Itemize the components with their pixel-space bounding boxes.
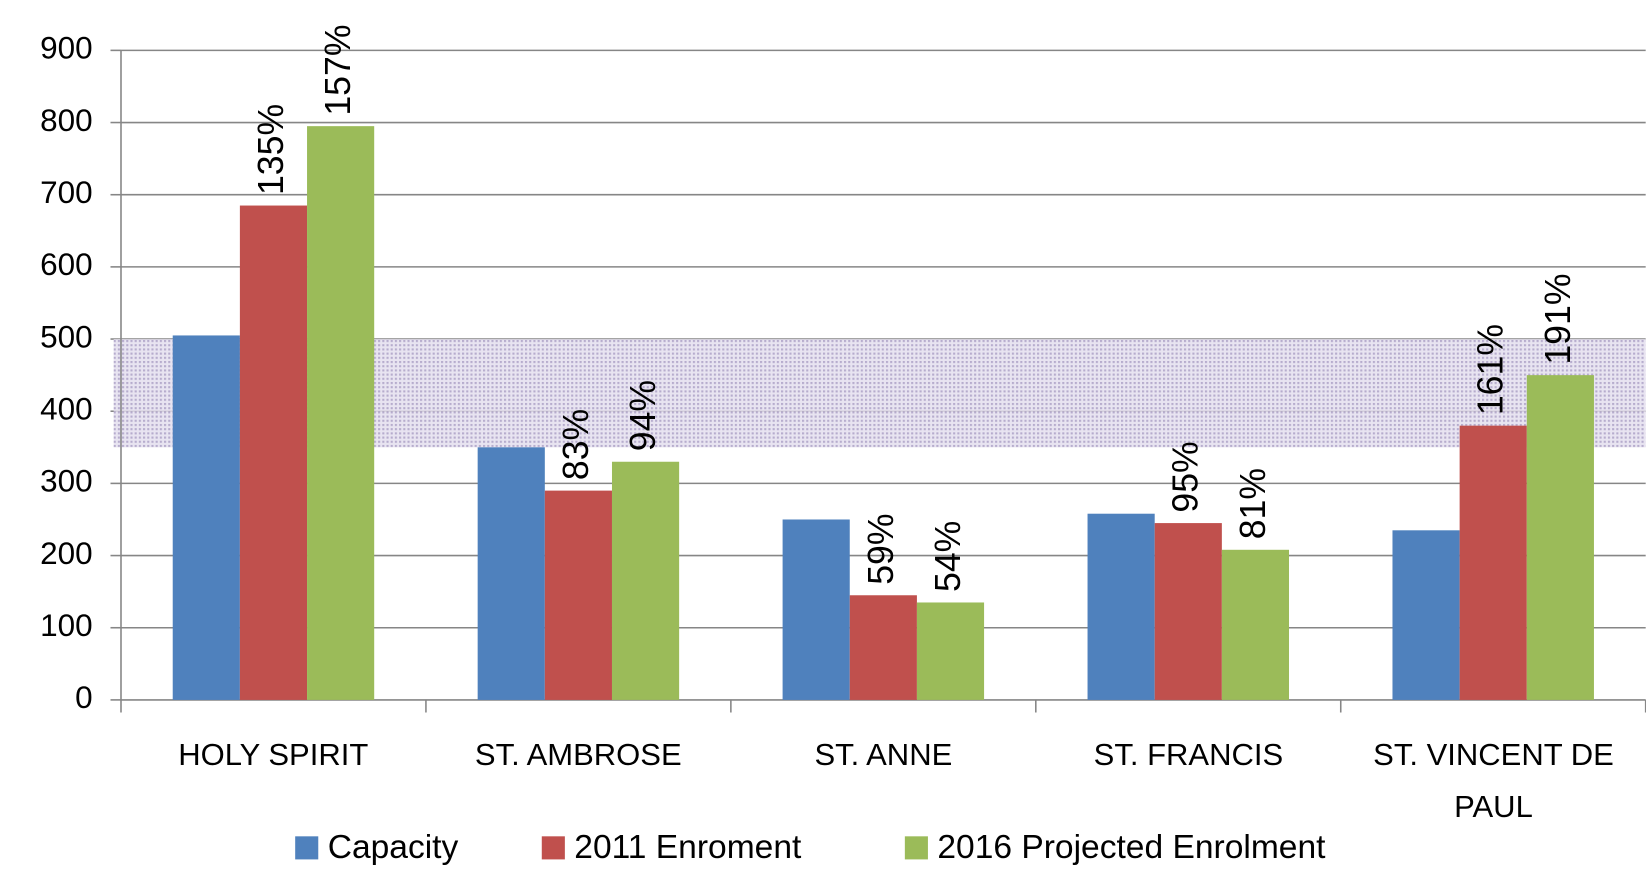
x-tick-label: ST. VINCENT DE PAUL	[1373, 736, 1614, 824]
data-label: 161%	[1471, 324, 1511, 415]
y-tick-label: 200	[40, 536, 93, 571]
y-tick-label: 0	[75, 680, 93, 715]
x-tick-label: ST. AMBROSE	[474, 736, 682, 772]
legend-label: 2011 Enroment	[574, 829, 802, 866]
bar	[849, 595, 917, 700]
y-tick-label: 100	[40, 608, 93, 643]
legend-swatch	[904, 836, 928, 860]
data-label: 95%	[1166, 441, 1206, 512]
bar	[1526, 375, 1594, 700]
bar	[611, 461, 680, 700]
bar	[544, 490, 612, 700]
x-tick-label: ST. FRANCIS	[1093, 736, 1284, 772]
y-tick-label: 400	[40, 392, 93, 427]
y-tick-label: 800	[40, 103, 93, 138]
bar	[1087, 513, 1155, 700]
data-label: 191%	[1538, 273, 1578, 364]
bar	[916, 602, 985, 700]
x-tick-label: HOLY SPIRIT	[178, 736, 369, 772]
data-label: 157%	[318, 24, 358, 115]
bar	[1221, 549, 1290, 700]
x-tick-label: ST. ANNE	[814, 736, 953, 772]
bar	[307, 126, 375, 700]
y-tick-label: 500	[40, 319, 93, 354]
bar	[782, 519, 850, 700]
legend-label: Capacity	[328, 829, 459, 866]
data-label: 135%	[251, 104, 291, 195]
y-tick-label: 600	[40, 247, 93, 282]
data-label: 59%	[861, 513, 901, 584]
y-tick-label: 300	[40, 464, 93, 499]
legend-swatch	[295, 836, 319, 860]
bar	[172, 335, 240, 700]
bar	[239, 205, 308, 700]
bar	[1154, 523, 1222, 700]
data-label: 81%	[1233, 468, 1273, 539]
bar	[477, 447, 545, 700]
data-label: 54%	[928, 521, 968, 592]
legend-swatch	[541, 836, 565, 860]
legend-label: 2016 Projected Enrolment	[937, 829, 1326, 866]
data-label: 94%	[623, 380, 663, 451]
bar	[1459, 425, 1527, 700]
y-tick-label: 700	[40, 175, 93, 210]
data-label: 83%	[556, 409, 596, 480]
y-tick-label: 900	[40, 31, 93, 66]
bar	[1392, 530, 1460, 700]
